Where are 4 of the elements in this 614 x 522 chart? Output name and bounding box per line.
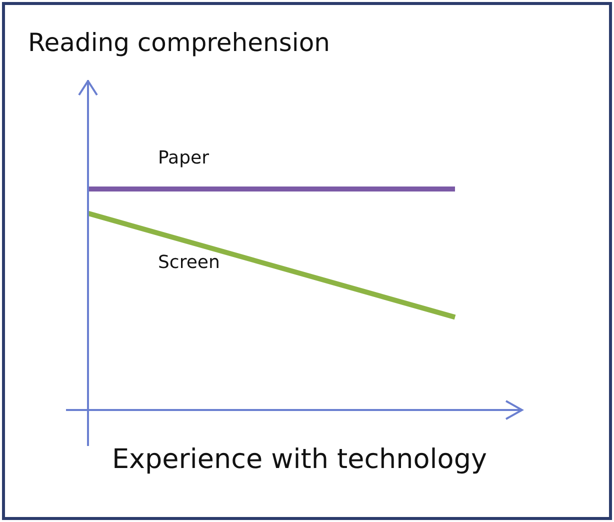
series-label: Screen bbox=[158, 252, 220, 273]
chart-title: Reading comprehension bbox=[28, 28, 330, 57]
x-axis-title: Experience with technology bbox=[112, 444, 487, 475]
series-label: Paper bbox=[158, 148, 210, 169]
